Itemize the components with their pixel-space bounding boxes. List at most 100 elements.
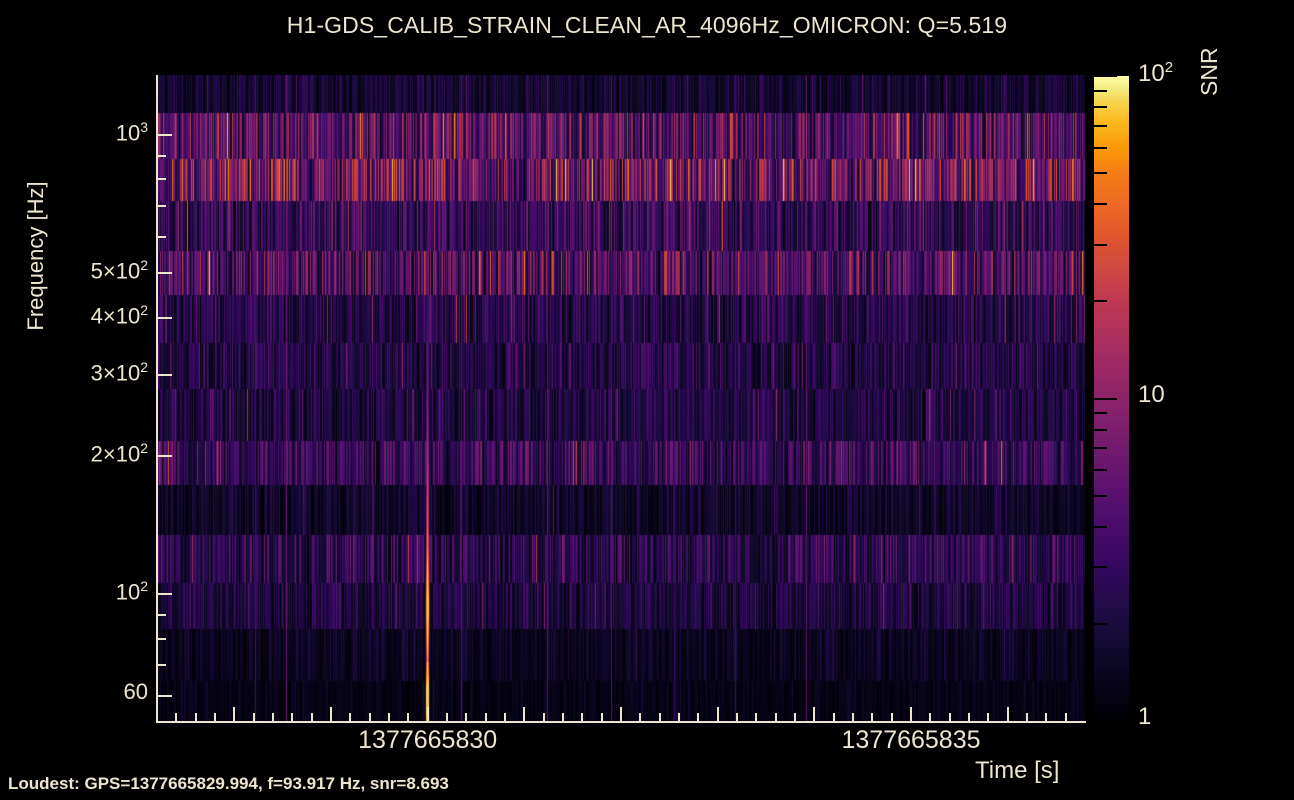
colorbar-minor-tick (1094, 525, 1107, 528)
y-axis-minor-tick (157, 614, 166, 617)
y-axis-tick-label: 60 (123, 679, 148, 705)
x-axis-minor-tick (310, 713, 313, 721)
colorbar-minor-tick (1094, 566, 1107, 569)
y-axis-major-tick (157, 593, 172, 596)
page-title: H1-GDS_CALIB_STRAIN_CLEAN_AR_4096Hz_OMIC… (286, 12, 1008, 38)
x-axis-minor-tick (639, 713, 642, 721)
x-axis-minor-tick (871, 713, 874, 721)
colorbar-minor-tick (1094, 124, 1107, 127)
y-axis-tick-label: 103 (115, 118, 148, 146)
y-axis-minor-tick (157, 664, 166, 667)
x-axis-minor-tick (968, 713, 970, 721)
y-axis-tick-label: 4×102 (90, 301, 148, 329)
x-axis-minor-tick (272, 713, 274, 721)
y-axis-major-tick (157, 133, 172, 136)
colorbar-minor-tick (1094, 622, 1107, 625)
x-axis-minor-tick (388, 713, 390, 721)
x-axis-minor-tick (832, 713, 835, 721)
y-axis-minor-tick (157, 637, 166, 640)
y-axis-major-tick (157, 695, 172, 698)
x-axis-minor-tick (755, 713, 758, 721)
x-axis-minor-tick (542, 713, 545, 721)
spectrogram-plot-area[interactable] (157, 75, 1085, 721)
y-axis-tick-label: 5×102 (90, 257, 148, 284)
x-axis-minor-tick (948, 713, 951, 721)
y-axis-major-tick (157, 455, 172, 458)
colorbar-minor-tick (1094, 106, 1107, 109)
y-axis-major-tick (157, 374, 172, 377)
x-axis-major-tick (330, 707, 332, 721)
colorbar-major-tick (1094, 75, 1117, 77)
x-axis-minor-tick (890, 713, 893, 721)
x-axis-minor-tick (852, 713, 854, 721)
colorbar-tick-label: 1 (1138, 703, 1152, 730)
x-axis-minor-tick (446, 713, 448, 721)
colorbar-minor-tick (1094, 447, 1107, 450)
x-axis-minor-tick (1026, 713, 1028, 721)
colorbar-minor-tick (1094, 243, 1107, 246)
y-axis-title: Frequency [Hz] (23, 181, 48, 331)
x-axis-major-tick (233, 707, 236, 721)
x-axis-minor-tick (929, 713, 932, 721)
loudest-event-text: Loudest: GPS=1377665829.994, f=93.917 Hz… (8, 774, 449, 793)
x-axis-minor-tick (678, 713, 680, 721)
x-axis-minor-tick (562, 713, 564, 721)
y-axis-tick-label: 102 (115, 578, 148, 605)
y-axis-minor-tick (157, 235, 166, 238)
x-axis-tick-label: 1377665830 (358, 726, 498, 754)
x-axis-major-tick (426, 707, 429, 721)
x-axis-major-tick (716, 707, 719, 721)
y-axis-major-tick (157, 272, 172, 275)
x-axis-minor-tick (175, 713, 178, 721)
colorbar-minor-tick (1094, 203, 1107, 206)
x-axis-minor-tick (794, 713, 796, 721)
x-axis-minor-tick (407, 713, 410, 721)
x-axis-minor-tick (504, 713, 506, 721)
x-axis-major-tick (620, 707, 622, 721)
x-axis-minor-tick (213, 713, 216, 721)
x-axis-minor-tick (465, 713, 468, 721)
colorbar-minor-tick (1094, 494, 1107, 497)
x-axis-minor-tick (252, 713, 255, 721)
y-axis-minor-tick (157, 178, 166, 181)
y-axis-tick-label: 3×102 (90, 359, 148, 386)
x-axis-minor-tick (581, 713, 584, 721)
colorbar-minor-tick (1094, 428, 1107, 431)
colorbar-major-tick (1094, 397, 1117, 400)
colorbar-tick-label: 102 (1138, 59, 1174, 87)
y-axis-minor-tick (157, 154, 166, 157)
x-axis-major-tick (523, 707, 526, 721)
y-axis-major-tick (157, 316, 172, 319)
x-axis-minor-tick (194, 713, 197, 721)
x-axis-major-tick (813, 707, 816, 721)
x-axis-minor-tick (291, 713, 294, 721)
x-axis-title: Time [s] (975, 757, 1060, 784)
spectrogram-image[interactable] (157, 75, 1085, 721)
colorbar-major-tick (1094, 720, 1117, 722)
colorbar-minor-tick (1094, 469, 1107, 472)
colorbar-title: SNR (1196, 47, 1222, 96)
x-axis-minor-tick (987, 713, 990, 721)
y-axis-line (156, 75, 158, 723)
x-axis-tick-label: 1377665835 (841, 726, 981, 754)
x-axis-minor-tick (697, 713, 700, 721)
x-axis-minor-tick (736, 713, 738, 721)
colorbar-minor-tick (1094, 412, 1107, 415)
x-axis-major-tick (1006, 707, 1009, 721)
y-axis-tick-label: 2×102 (90, 440, 148, 467)
colorbar-minor-tick (1094, 146, 1107, 149)
x-axis-line (156, 721, 1086, 723)
colorbar-minor-tick (1094, 89, 1107, 92)
colorbar-minor-tick (1094, 172, 1107, 175)
y-axis-minor-tick (157, 205, 166, 208)
x-axis-minor-tick (658, 713, 661, 721)
x-axis-minor-tick (1045, 713, 1048, 721)
x-axis-major-tick (910, 707, 912, 721)
x-axis-minor-tick (1064, 713, 1067, 721)
x-axis-minor-tick (600, 713, 603, 721)
colorbar-tick-label: 10 (1138, 380, 1165, 408)
x-axis-minor-tick (484, 713, 487, 721)
x-axis-minor-tick (774, 713, 777, 721)
x-axis-minor-tick (349, 713, 352, 721)
